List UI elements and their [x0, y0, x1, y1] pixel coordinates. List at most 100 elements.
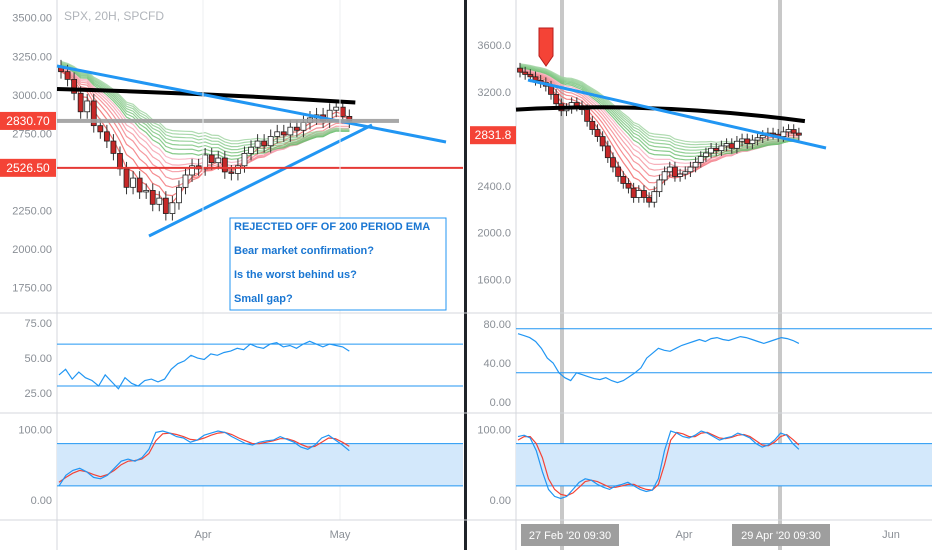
left-candle-body — [221, 157, 228, 173]
right-candle-body — [734, 140, 740, 149]
left-time-label: Apr — [194, 529, 211, 541]
annotation-line-1: REJECTED OFF OF 200 PERIOD EMA — [234, 221, 430, 233]
right-candle-body — [553, 93, 560, 105]
right-candle-body — [713, 147, 720, 152]
left-chart-panel[interactable]: 3500.003250.003000.002750.002500.002250.… — [0, 0, 463, 550]
left-price-tick-label: 3500.00 — [12, 13, 52, 25]
left-candle-body — [333, 106, 340, 111]
left-stochastic-pane[interactable]: 100.00 0.00 Apr May — [0, 425, 463, 541]
right-osc-tick-label: 40.00 — [483, 358, 511, 370]
left-candle-body — [136, 177, 143, 193]
left-candle-body — [117, 153, 123, 170]
right-osc-tick-label: 0.00 — [490, 397, 511, 409]
annotation-box[interactable]: REJECTED OFF OF 200 PERIOD EMA Bear mark… — [229, 217, 447, 311]
right-candle-body — [661, 171, 668, 181]
left-candle-body — [71, 78, 78, 94]
right-vertical-marker — [778, 0, 782, 550]
right-stoch-k-line — [517, 430, 800, 500]
left-candle-body — [287, 126, 294, 136]
left-stoch-band-fill — [57, 443, 463, 486]
left-price-pane[interactable]: 3500.003250.003000.002750.002500.002250.… — [0, 0, 463, 550]
right-rsi-pane[interactable]: 80.00 40.00 0.00 — [0, 319, 932, 414]
right-candle-body — [703, 152, 709, 157]
left-price-tag — [0, 111, 56, 130]
right-candle-body — [728, 143, 735, 149]
left-rsi-pane[interactable]: 75.00 50.00 25.00 — [0, 318, 463, 414]
right-time-tag — [521, 524, 619, 546]
right-candle-body — [785, 129, 792, 133]
left-candle-body — [182, 174, 189, 188]
right-price-tick-label: 1600.0 — [477, 275, 511, 287]
left-candle-body — [300, 122, 307, 131]
right-osc-tick-label: 100.00 — [477, 425, 511, 437]
left-candle-body — [241, 153, 248, 167]
left-candle-body — [293, 126, 300, 131]
left-candle-body — [274, 131, 281, 137]
right-stochastic-pane[interactable]: 100.00 0.00 Apr Jun 27 Feb '20 09:30 29 Apr '… — [0, 425, 932, 546]
left-price-tick-label: 2250.00 — [12, 205, 52, 217]
right-vertical-marker — [560, 0, 564, 550]
right-candle-body — [697, 156, 704, 163]
right-price-tick-label: 3200.0 — [477, 87, 511, 99]
left-candle-body — [228, 171, 235, 174]
left-candle-body — [208, 154, 215, 164]
right-candle-body — [718, 145, 725, 152]
right-candle-body — [795, 132, 802, 136]
right-candle-body — [770, 132, 776, 135]
right-candle-body — [682, 171, 689, 175]
left-candle-body — [248, 146, 254, 154]
left-candle-body — [123, 168, 130, 188]
right-candle-body — [527, 74, 534, 78]
right-candle-body — [548, 85, 554, 95]
right-time-tag-label: 29 Apr '20 09:30 — [741, 530, 821, 542]
right-candle-body — [744, 138, 751, 145]
right-candle-body — [672, 166, 678, 177]
left-candle-body — [97, 125, 104, 133]
right-price-tag — [470, 126, 516, 145]
right-osc-tick-label: 0.00 — [490, 495, 511, 507]
annotation-line-3: Is the worst behind us? — [234, 269, 357, 281]
right-time-label: Apr — [675, 529, 692, 541]
right-price-tag-label: 2831.8 — [475, 128, 512, 142]
right-candle-body — [651, 191, 658, 203]
right-stoch-d-line — [517, 431, 800, 497]
left-osc-tick-label: 75.00 — [24, 318, 52, 330]
right-candle-body — [635, 190, 642, 198]
left-time-label: May — [330, 529, 351, 541]
left-candle-body — [254, 140, 261, 148]
right-candle-body — [687, 166, 694, 173]
right-price-tick-label: 2000.0 — [477, 228, 511, 240]
left-osc-tick-label: 50.00 — [24, 353, 52, 365]
annotation-line-2: Bear market confirmation? — [234, 245, 374, 257]
right-rsi-line — [517, 333, 800, 384]
left-price-tick-label: 3250.00 — [12, 51, 52, 63]
left-ema-ribbon-line — [60, 64, 350, 154]
left-osc-tick-label: 0.00 — [31, 495, 52, 507]
right-candle-body — [656, 179, 663, 193]
right-candle-body — [589, 120, 596, 130]
right-candle-body — [522, 71, 529, 75]
right-candle-body — [749, 139, 756, 145]
right-candle-body — [739, 138, 745, 142]
right-price-tick-label: 3600.0 — [477, 40, 511, 52]
right-candle-body — [723, 143, 730, 147]
left-support-tag — [0, 158, 56, 177]
left-candle-body — [339, 106, 346, 117]
right-candle-body — [584, 109, 591, 122]
right-candle-body — [708, 147, 714, 154]
panel-divider — [464, 0, 467, 550]
right-candle-body — [625, 183, 632, 189]
left-ema-ribbon-line — [60, 60, 350, 142]
left-candle-body — [235, 165, 241, 174]
left-rsi-line — [58, 340, 350, 390]
right-candle-body — [754, 137, 761, 141]
left-candle-body — [261, 140, 268, 147]
right-ema-ribbon-line — [519, 67, 799, 161]
right-candle-body — [620, 176, 627, 184]
right-candle-body — [780, 131, 787, 137]
left-support-tag-label: 2526.50 — [6, 161, 50, 175]
left-candle-body — [156, 197, 163, 205]
